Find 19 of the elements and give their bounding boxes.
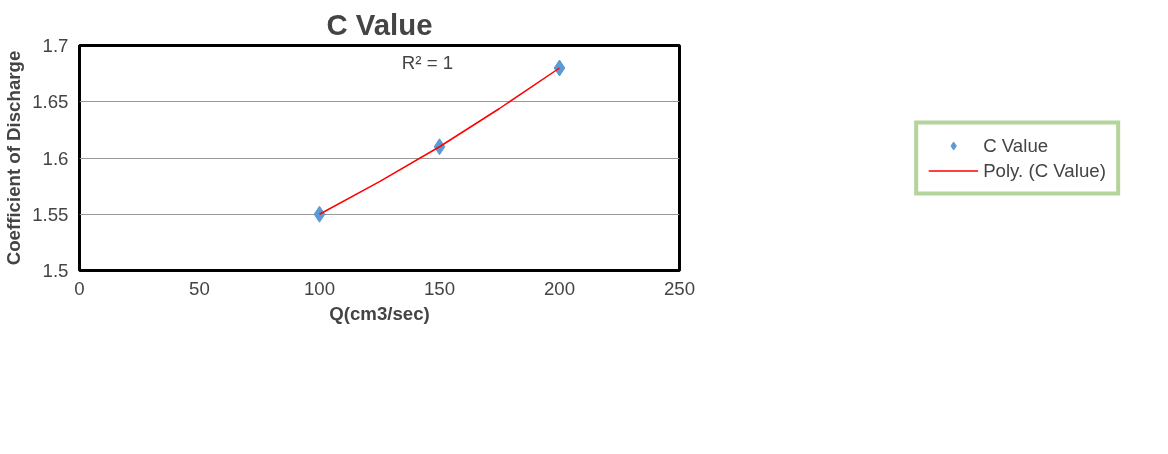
y-tick-label: 1.5 <box>42 260 69 281</box>
x-tick-label: 150 <box>423 277 456 299</box>
y-tick-label: 1.55 <box>32 203 69 225</box>
y-tick-label: 1.6 <box>42 147 69 169</box>
legend-label: Poly. (C Value) <box>983 159 1106 181</box>
x-tick-label: 50 <box>189 277 210 299</box>
point <box>553 59 566 77</box>
y-tick-label: 1.7 <box>42 35 69 56</box>
x-tick-label: 200 <box>543 277 576 299</box>
x-tick-label: 250 <box>663 277 696 299</box>
annotation: R² = 1 <box>401 51 454 73</box>
point <box>313 205 326 223</box>
x-tick-label: 100 <box>303 277 336 299</box>
x-axis-title: Q(cm3/sec) <box>329 302 430 324</box>
x-tick-label: 0 <box>74 277 85 299</box>
y-tick-label: 1.65 <box>32 91 69 113</box>
y-axis-title: Coefficient of Discharge <box>3 50 25 266</box>
legend-label: C Value <box>983 134 1049 156</box>
chart-title: C Value <box>326 7 433 41</box>
